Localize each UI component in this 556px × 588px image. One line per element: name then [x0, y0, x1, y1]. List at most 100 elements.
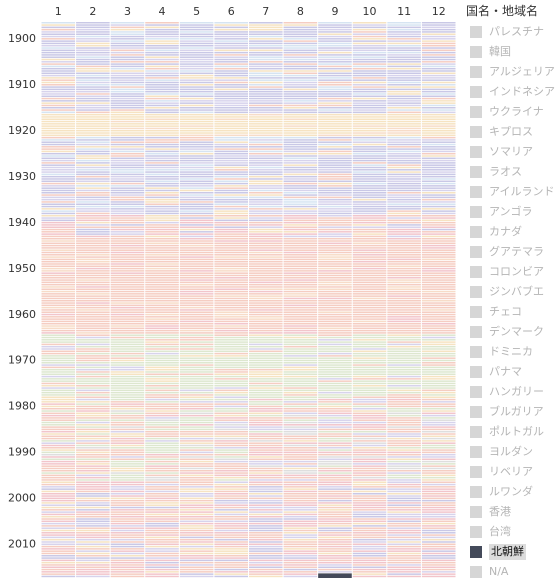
heatmap-cell: [110, 302, 145, 304]
legend-item[interactable]: 韓国: [470, 44, 511, 60]
heatmap-cell: [110, 54, 145, 56]
legend-item[interactable]: デンマーク: [470, 324, 544, 340]
heatmap-cell: [352, 481, 387, 484]
legend-item[interactable]: パレスチナ: [470, 24, 544, 40]
legend-item[interactable]: チェコ: [470, 304, 522, 320]
legend-item[interactable]: コロンビア: [470, 264, 544, 280]
heatmap-cell: [387, 33, 421, 35]
legend-item[interactable]: カナダ: [470, 224, 522, 240]
heatmap-cell: [421, 332, 456, 334]
heatmap-cell: [41, 345, 76, 348]
heatmap-cell: [387, 270, 421, 272]
heatmap-cell: [76, 525, 110, 527]
heatmap-cell: [110, 417, 145, 419]
legend-label: パレスチナ: [489, 25, 544, 38]
heatmap-cell: [249, 492, 283, 495]
heatmap-cell: [283, 74, 318, 77]
heatmap-cell: [110, 398, 145, 401]
legend-item[interactable]: 香港: [470, 504, 511, 520]
heatmap-cell: [76, 28, 110, 31]
heatmap-cell: [283, 442, 318, 444]
legend-item[interactable]: パナマ: [470, 364, 522, 380]
heatmap-cell: [352, 256, 387, 258]
heatmap-cell: [41, 564, 76, 566]
heatmap-cell: [387, 141, 421, 143]
heatmap-cell: [41, 107, 76, 109]
legend-item[interactable]: ウクライナ: [470, 104, 544, 120]
legend-item[interactable]: 台湾: [470, 524, 511, 540]
heatmap-cell: [179, 180, 214, 183]
heatmap-cell: [387, 235, 421, 238]
legend-item[interactable]: 北朝鮮: [470, 544, 526, 560]
heatmap-cell: [41, 109, 76, 111]
heatmap-cell: [179, 412, 214, 415]
heatmap-cell: [41, 185, 76, 187]
heatmap-cell: [352, 414, 387, 417]
legend-label: ラオス: [489, 165, 522, 178]
heatmap-cell: [249, 304, 283, 307]
heatmap-cell: [214, 201, 248, 203]
heatmap-cell: [145, 127, 179, 130]
heatmap-cell: [214, 476, 248, 479]
heatmap-cell: [283, 237, 318, 240]
heatmap-cell: [387, 72, 421, 75]
highlighted-cell[interactable]: [318, 573, 352, 578]
legend-item[interactable]: ヨルダン: [470, 444, 533, 460]
heatmap-cell: [214, 198, 248, 201]
heatmap-cell: [214, 164, 248, 166]
heatmap-cell: [41, 368, 76, 371]
heatmap-cell: [41, 430, 76, 433]
legend-label: N/A: [489, 565, 509, 578]
heatmap-cell: [41, 481, 76, 484]
legend-item[interactable]: ドミニカ: [470, 344, 533, 360]
legend-item[interactable]: ジンバブエ: [470, 284, 544, 300]
legend-item[interactable]: ルワンダ: [470, 484, 533, 500]
heatmap-cell: [352, 497, 387, 500]
heatmap-cell: [421, 488, 456, 490]
heatmap-cell: [179, 320, 214, 323]
heatmap-cell: [76, 70, 110, 72]
heatmap-cell: [76, 86, 110, 88]
legend-item[interactable]: ソマリア: [470, 144, 533, 160]
heatmap-cell: [387, 118, 421, 120]
heatmap-cell: [179, 290, 214, 293]
heatmap-cell: [76, 529, 110, 532]
heatmap-cell: [145, 79, 179, 81]
legend-item[interactable]: ハンガリー: [470, 384, 544, 400]
legend-item[interactable]: キプロス: [470, 124, 533, 140]
legend-item[interactable]: アンゴラ: [470, 204, 533, 220]
legend-item[interactable]: リベリア: [470, 464, 533, 480]
heatmap-cell: [179, 465, 214, 467]
legend-item[interactable]: ポルトガル: [470, 424, 544, 440]
heatmap-cell: [387, 107, 421, 109]
heatmap-cell: [352, 194, 387, 196]
legend-item[interactable]: アルジェリア: [470, 64, 555, 80]
heatmap-cell: [145, 61, 179, 63]
heatmap-cell: [318, 233, 352, 235]
heatmap-cell: [387, 26, 421, 29]
legend-item[interactable]: アイルランド: [470, 184, 554, 200]
legend-item[interactable]: インドネシア: [470, 84, 555, 100]
legend-item[interactable]: ラオス: [470, 164, 522, 180]
heatmap-cell: [145, 313, 179, 316]
heatmap-cell: [179, 368, 214, 371]
heatmap-cell: [214, 302, 248, 304]
heatmap-cell: [214, 527, 248, 529]
heatmap-cell: [249, 309, 283, 311]
heatmap-cell: [283, 322, 318, 325]
heatmap-cell: [352, 329, 387, 332]
heatmap-cell: [283, 267, 318, 270]
heatmap-cell: [318, 277, 352, 279]
heatmap-cell: [214, 84, 248, 86]
heatmap-cell: [249, 118, 283, 120]
legend-item[interactable]: ブルガリア: [470, 404, 544, 420]
heatmap-cell: [387, 382, 421, 385]
heatmap-cell: [110, 541, 145, 543]
heatmap-cell: [318, 339, 352, 341]
heatmap-cell: [41, 534, 76, 536]
legend-item[interactable]: グアテマラ: [470, 244, 544, 260]
legend-item[interactable]: N/A: [470, 564, 508, 580]
heatmap-cell: [41, 506, 76, 509]
heatmap-cell: [387, 221, 421, 224]
heatmap-cell: [421, 371, 456, 373]
